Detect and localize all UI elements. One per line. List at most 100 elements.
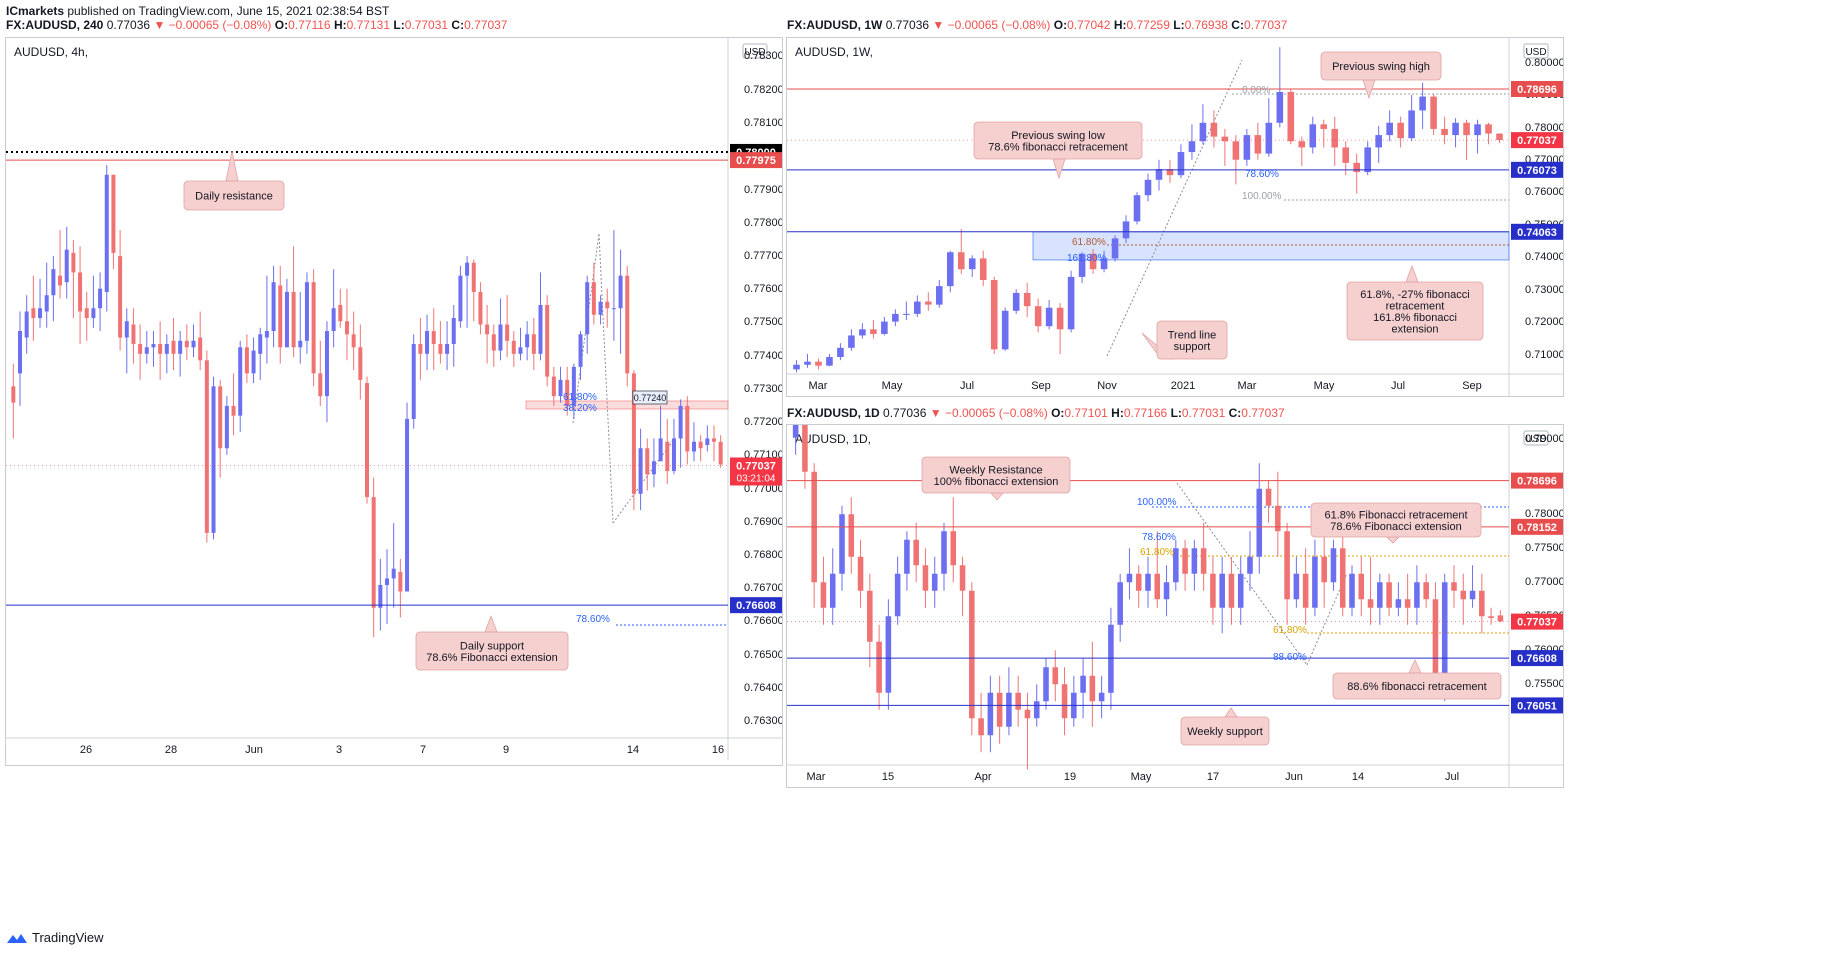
candle-body (1243, 135, 1251, 160)
candle-body (1200, 548, 1207, 574)
candle-body (1451, 582, 1457, 591)
candle (1034, 298, 1042, 333)
x-tick-label: 2021 (1171, 380, 1195, 392)
candle (371, 477, 376, 638)
candle-body (1210, 122, 1218, 137)
candle-body (645, 448, 650, 475)
candle-body (1182, 548, 1188, 574)
price-box-label: 0.77240 (632, 390, 668, 405)
candle (64, 226, 69, 299)
candle-body (11, 386, 16, 403)
candle (820, 556, 827, 625)
callout-text: 61.8%, -27% fibonacci (1360, 289, 1469, 301)
candle-body (1024, 709, 1031, 719)
candle (271, 265, 276, 348)
callout-pointer (1408, 659, 1422, 674)
candle-body (1089, 253, 1097, 270)
candle (311, 269, 316, 387)
candle (1330, 539, 1337, 591)
candle-body (1228, 573, 1235, 608)
callout-pointer (990, 492, 1004, 501)
candle (58, 230, 63, 299)
candle (625, 265, 630, 387)
callout-pointer (1386, 536, 1400, 544)
candle-body (191, 340, 196, 348)
callout-box (415, 631, 569, 671)
candle-body (1293, 573, 1300, 600)
candle (996, 675, 1003, 744)
candle (1367, 556, 1374, 625)
candle-body (946, 252, 954, 287)
candle (665, 418, 670, 485)
candle-body (914, 301, 921, 314)
candle-body (1287, 91, 1295, 142)
candle (698, 435, 703, 462)
candle-body (44, 295, 49, 312)
candle (598, 295, 603, 325)
h4-chart-svg[interactable]: AUDUSD, 4h,USD0.783000.782000.781000.780… (6, 38, 782, 765)
candle (378, 558, 383, 631)
candle (611, 230, 616, 341)
d1-chart-panel[interactable]: AUDUSD, 1D,USD0.790000.785000.780000.775… (786, 424, 1564, 788)
candle-body (618, 275, 623, 309)
candle (1265, 98, 1273, 157)
candle (815, 358, 822, 370)
candle (1122, 215, 1130, 243)
d1-high: 0.77166 (1123, 406, 1168, 420)
d1-chart-svg[interactable]: AUDUSD, 1D,USD0.790000.785000.780000.775… (787, 425, 1563, 787)
candle-body (1320, 124, 1328, 129)
callout-text: 100% fibonacci extension (934, 476, 1059, 488)
candle (804, 353, 811, 368)
candle-body (892, 313, 899, 322)
candle (1254, 122, 1262, 160)
footer-brand: TradingView (32, 930, 104, 945)
candle (431, 308, 436, 371)
fib-trend-line (612, 437, 676, 524)
y-tick-label: 0.80000 (1525, 57, 1563, 69)
svg-text:0.77240: 0.77240 (634, 393, 667, 403)
candle (1067, 270, 1075, 333)
y-tick-label: 0.75500 (1525, 678, 1563, 690)
x-tick-label: 3 (336, 744, 342, 756)
candle (1353, 153, 1361, 194)
candle-body (1188, 141, 1196, 153)
candle (705, 425, 710, 452)
svg-text:0.77037: 0.77037 (1517, 135, 1557, 147)
w1-chart-panel[interactable]: AUDUSD, 1W,USD0.800000.790000.780000.770… (786, 37, 1564, 397)
published-line: ICmarkets published on TradingView.com, … (6, 4, 389, 18)
candle (1287, 88, 1295, 145)
candle (71, 239, 76, 318)
footer-logo[interactable]: TradingView (6, 930, 104, 945)
candle-body (705, 438, 710, 445)
level-price-label: 0.76608 (1511, 650, 1563, 667)
candle (811, 463, 817, 608)
candle (1108, 607, 1114, 710)
candle (111, 174, 116, 270)
callout-box (921, 456, 1071, 494)
candle-body (1015, 692, 1021, 710)
candle-body (1098, 692, 1105, 702)
candle-body (505, 324, 510, 341)
x-tick-label: 19 (1064, 771, 1076, 783)
candle (51, 256, 56, 322)
candle-body (1043, 667, 1049, 702)
h4-chart-panel[interactable]: AUDUSD, 4h,USD0.783000.782000.781000.780… (5, 37, 783, 766)
candle-body (605, 301, 610, 309)
candle (485, 304, 490, 364)
candle (1024, 692, 1031, 770)
candle-body (378, 584, 383, 608)
callout-text: Daily support (460, 640, 524, 652)
svg-text:0.76051: 0.76051 (1517, 700, 1557, 712)
level-price-label: 0.76051 (1511, 697, 1563, 714)
w1-chart-svg[interactable]: AUDUSD, 1W,USD0.800000.790000.780000.770… (787, 38, 1563, 396)
candle-body (598, 301, 603, 315)
x-tick-label: May (1314, 380, 1335, 392)
x-tick-label: May (882, 380, 903, 392)
candle-body (678, 405, 683, 439)
fib-label: 78.60% (1245, 169, 1279, 180)
svg-text:USD: USD (744, 47, 765, 58)
candle-body (284, 291, 289, 348)
candle-body (1423, 582, 1429, 600)
candle-body (1163, 582, 1170, 600)
